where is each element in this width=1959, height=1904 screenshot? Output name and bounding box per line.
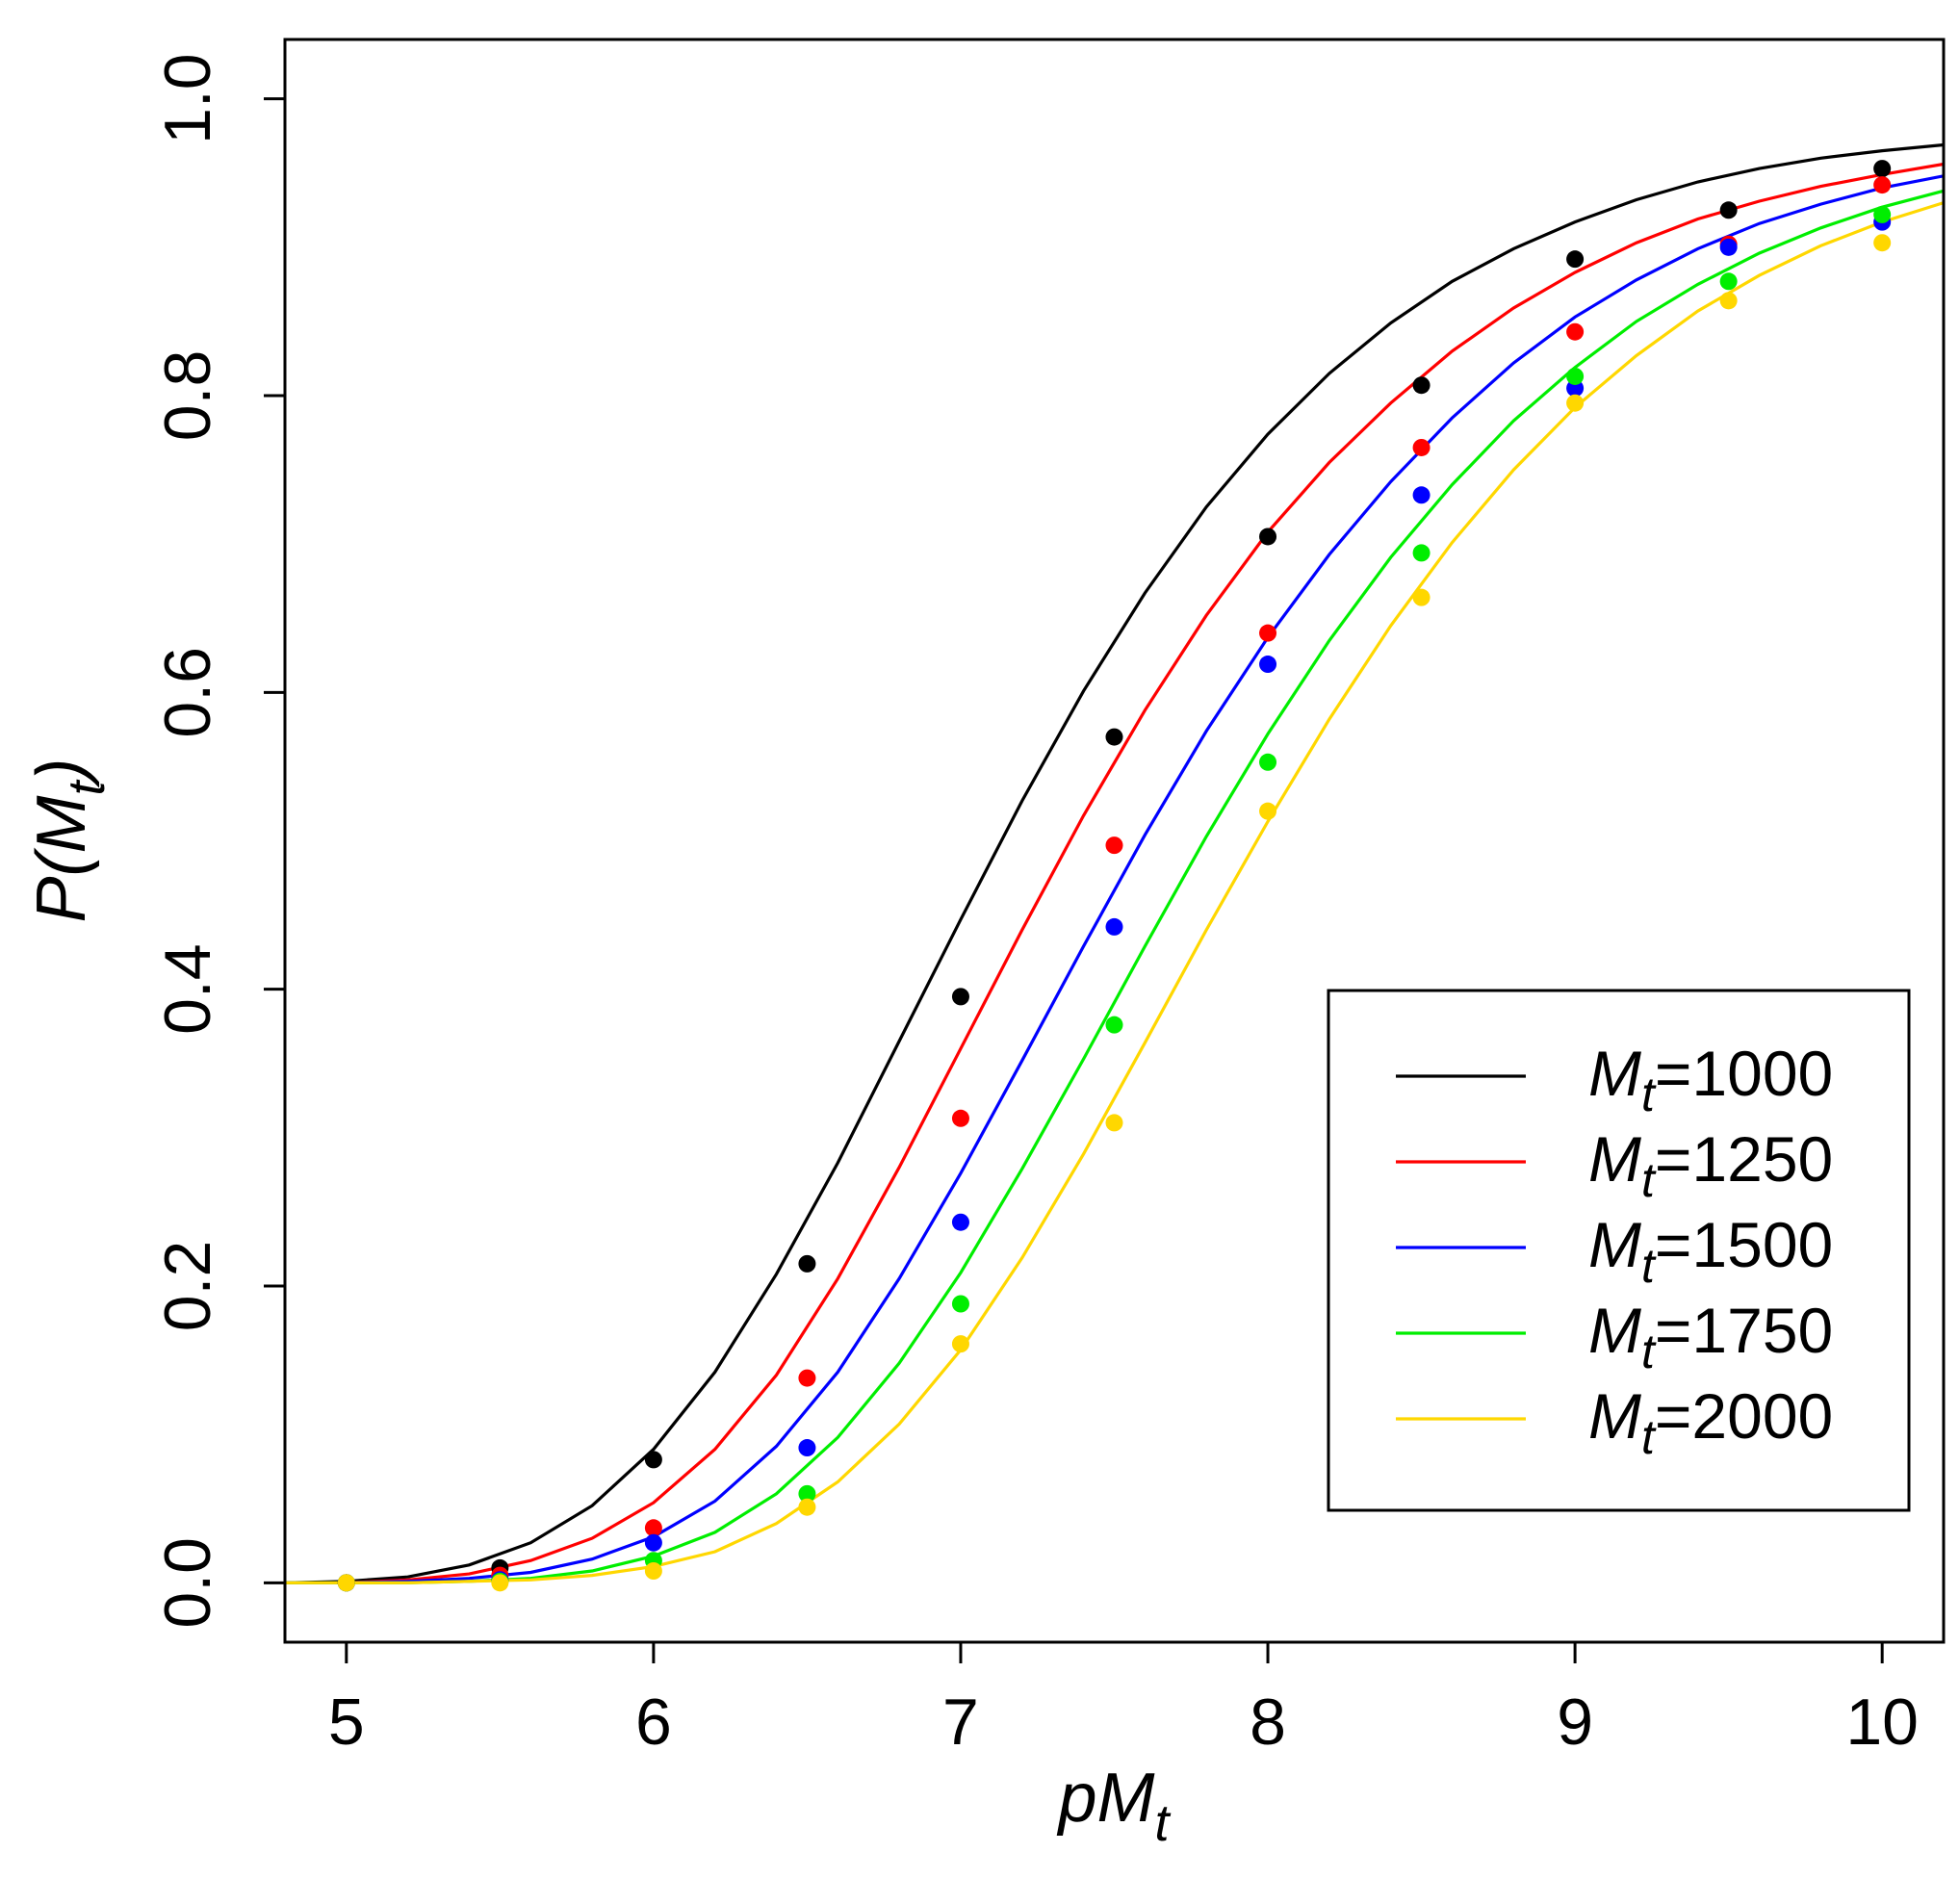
data-point: [1566, 250, 1585, 269]
plot-area: [285, 142, 1944, 1592]
data-point: [1105, 836, 1123, 855]
legend-label: Mt=1750: [1588, 1295, 1833, 1378]
plot-frame: [283, 38, 1946, 1644]
data-point: [644, 1533, 662, 1552]
data-point: [951, 1335, 969, 1353]
data-point: [1412, 588, 1431, 606]
x-axis: 5 6 7 8 9 10: [328, 1642, 1919, 1759]
data-point: [1105, 1016, 1123, 1034]
data-point: [1412, 376, 1431, 395]
x-axis-title: pMt: [1056, 1760, 1171, 1852]
data-point: [1873, 234, 1892, 252]
x-tick-label: 9: [1557, 1685, 1593, 1759]
x-tick-label: 10: [1845, 1685, 1919, 1759]
x-tick-label: 8: [1250, 1685, 1286, 1759]
data-point: [1259, 527, 1277, 546]
data-point: [1259, 753, 1277, 771]
y-axis: 0.0 0.2 0.4 0.6 0.8 1.0: [151, 53, 285, 1629]
series-line-1250: [285, 162, 1944, 1584]
data-point: [1412, 486, 1431, 504]
series-line-1750: [285, 189, 1944, 1584]
data-point: [951, 1213, 969, 1231]
data-point: [1719, 292, 1738, 310]
x-tick-label: 6: [635, 1685, 672, 1759]
data-point: [1873, 176, 1892, 194]
y-tick-label: 0.4: [151, 943, 224, 1035]
data-point: [1105, 917, 1123, 936]
data-point: [951, 1109, 969, 1127]
data-point: [1719, 238, 1738, 256]
data-point: [798, 1484, 816, 1503]
data-point: [1719, 272, 1738, 291]
data-point: [798, 1439, 816, 1457]
data-point: [798, 1254, 816, 1273]
data-point: [491, 1574, 509, 1592]
series-line-1500: [285, 174, 1944, 1584]
data-point: [1259, 624, 1277, 642]
data-point: [951, 1295, 969, 1313]
y-tick-label: 0.8: [151, 350, 224, 442]
data-point: [1105, 728, 1123, 746]
x-tick-label: 5: [328, 1685, 365, 1759]
data-point: [1873, 205, 1892, 223]
data-point: [1566, 367, 1585, 385]
data-point: [1259, 656, 1277, 674]
y-tick-label: 0.0: [151, 1537, 224, 1629]
legend-label: Mt=1000: [1588, 1038, 1833, 1121]
data-point: [798, 1369, 816, 1387]
data-point: [1412, 544, 1431, 562]
series-line-1000: [285, 142, 1944, 1584]
legend-label: Mt=1500: [1588, 1209, 1833, 1293]
data-point: [1719, 201, 1738, 219]
data-point: [1566, 322, 1585, 341]
y-tick-label: 0.2: [151, 1241, 224, 1332]
y-tick-label: 0.6: [151, 647, 224, 738]
data-point: [1105, 1114, 1123, 1132]
data-point: [798, 1498, 816, 1516]
data-point: [951, 988, 969, 1006]
data-point: [337, 1574, 355, 1592]
legend-label: Mt=2000: [1588, 1380, 1833, 1464]
data-point: [1259, 802, 1277, 820]
data-point: [644, 1562, 662, 1580]
data-point: [1873, 160, 1892, 178]
data-point: [1566, 394, 1585, 412]
y-tick-label: 1.0: [151, 53, 224, 144]
data-point: [644, 1451, 662, 1469]
data-point: [1566, 379, 1585, 398]
x-tick-label: 7: [942, 1685, 979, 1759]
series-line-2000: [285, 201, 1944, 1584]
y-axis-title: P(Mt): [23, 759, 116, 923]
data-point: [644, 1519, 662, 1537]
legend-label: Mt=1250: [1588, 1123, 1833, 1207]
data-point: [1412, 438, 1431, 456]
